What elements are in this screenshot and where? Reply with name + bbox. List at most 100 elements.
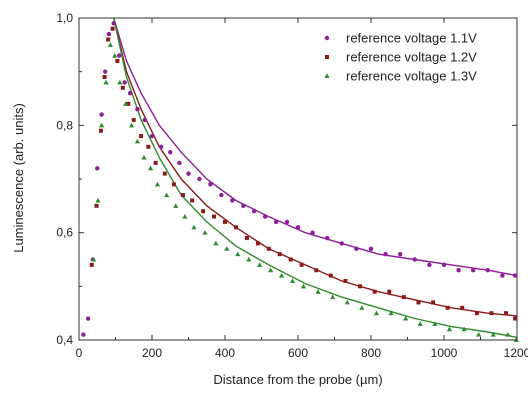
data-point bbox=[325, 235, 330, 241]
data-point bbox=[288, 257, 293, 262]
data-point bbox=[257, 262, 263, 267]
data-point bbox=[403, 315, 409, 321]
data-point bbox=[262, 214, 268, 219]
data-point bbox=[223, 219, 227, 224]
data-point bbox=[299, 262, 304, 267]
data-point bbox=[278, 273, 285, 278]
data-point bbox=[401, 295, 406, 300]
data-point bbox=[325, 55, 329, 59]
data-point bbox=[134, 138, 140, 144]
data-point bbox=[116, 53, 122, 58]
legend: reference voltage 1.1V reference voltage … bbox=[324, 31, 477, 84]
data-point bbox=[344, 299, 350, 305]
data-point bbox=[358, 284, 363, 289]
data-point bbox=[149, 133, 155, 139]
x-tick-label: 600 bbox=[288, 346, 308, 360]
data-point bbox=[202, 230, 208, 235]
x-tick-label: 200 bbox=[142, 346, 162, 360]
data-point bbox=[173, 203, 179, 208]
data-point bbox=[186, 171, 191, 176]
data-point bbox=[431, 300, 436, 305]
x-tick-label: 0 bbox=[76, 346, 83, 360]
data-point bbox=[300, 283, 307, 289]
x-tick-label: 1000 bbox=[431, 346, 458, 360]
data-point bbox=[135, 107, 140, 112]
data-point bbox=[81, 332, 86, 337]
data-point bbox=[445, 305, 450, 310]
data-point bbox=[277, 252, 282, 257]
y-tick-label: 0,8 bbox=[56, 118, 73, 132]
data-point bbox=[190, 198, 195, 203]
data-point bbox=[106, 37, 111, 42]
data-point bbox=[120, 85, 125, 90]
data-point bbox=[219, 192, 224, 198]
fit-curve bbox=[113, 17, 518, 338]
data-point bbox=[147, 165, 154, 171]
data-point bbox=[103, 69, 108, 74]
data-point bbox=[315, 289, 321, 294]
data-point bbox=[95, 197, 101, 203]
data-point bbox=[387, 289, 392, 294]
data-point bbox=[99, 122, 105, 128]
x-tick-label: 1200 bbox=[504, 346, 528, 360]
data-point bbox=[177, 160, 182, 166]
data-point bbox=[388, 310, 394, 316]
data-point bbox=[201, 209, 206, 214]
data-point bbox=[146, 144, 151, 149]
data-point bbox=[111, 21, 116, 26]
data-point bbox=[241, 203, 246, 209]
data-point bbox=[91, 256, 97, 262]
y-tick-label: 1,0 bbox=[56, 11, 73, 25]
data-point bbox=[127, 90, 133, 96]
data-point bbox=[446, 326, 453, 332]
data-point bbox=[324, 35, 330, 41]
data-point bbox=[208, 182, 213, 187]
data-point bbox=[266, 246, 271, 251]
data-point bbox=[383, 251, 388, 257]
data-point bbox=[373, 310, 380, 316]
data-point bbox=[504, 311, 509, 316]
data-point bbox=[412, 257, 417, 262]
data-point bbox=[98, 128, 103, 133]
data-point bbox=[252, 209, 257, 214]
y-tick-label: 0,6 bbox=[56, 226, 73, 240]
data-point bbox=[500, 273, 505, 278]
data-point bbox=[95, 166, 100, 171]
plot-area bbox=[78, 17, 518, 341]
data-point bbox=[244, 236, 249, 241]
data-point bbox=[115, 58, 120, 63]
data-points bbox=[81, 21, 519, 342]
legend-label: reference voltage 1.1V bbox=[346, 31, 477, 46]
data-point bbox=[490, 332, 496, 337]
data-point bbox=[191, 224, 197, 230]
data-point bbox=[295, 225, 301, 230]
y-axis-label: Luminescence (arb. units) bbox=[11, 103, 26, 253]
data-point bbox=[224, 246, 230, 251]
data-point bbox=[233, 225, 238, 230]
data-point bbox=[230, 198, 235, 203]
x-tick-label: 800 bbox=[361, 346, 381, 360]
fit-curve bbox=[113, 17, 518, 277]
data-point bbox=[131, 117, 136, 122]
data-point bbox=[512, 273, 518, 278]
data-point bbox=[142, 117, 147, 123]
data-point bbox=[139, 134, 144, 139]
data-point bbox=[141, 154, 147, 160]
x-tick-label: 400 bbox=[215, 346, 235, 360]
data-point bbox=[164, 192, 170, 198]
data-point bbox=[416, 300, 421, 305]
fit-curves bbox=[113, 17, 518, 338]
data-point bbox=[489, 311, 494, 316]
data-point bbox=[181, 193, 186, 198]
data-point bbox=[513, 316, 518, 321]
data-point bbox=[154, 181, 161, 187]
data-point bbox=[441, 262, 447, 268]
data-point bbox=[99, 112, 104, 117]
data-point bbox=[182, 213, 188, 219]
data-point bbox=[85, 316, 91, 321]
data-point bbox=[330, 294, 336, 300]
data-point bbox=[107, 42, 113, 47]
data-point bbox=[372, 289, 377, 294]
data-point bbox=[158, 144, 164, 149]
data-point bbox=[168, 149, 173, 155]
